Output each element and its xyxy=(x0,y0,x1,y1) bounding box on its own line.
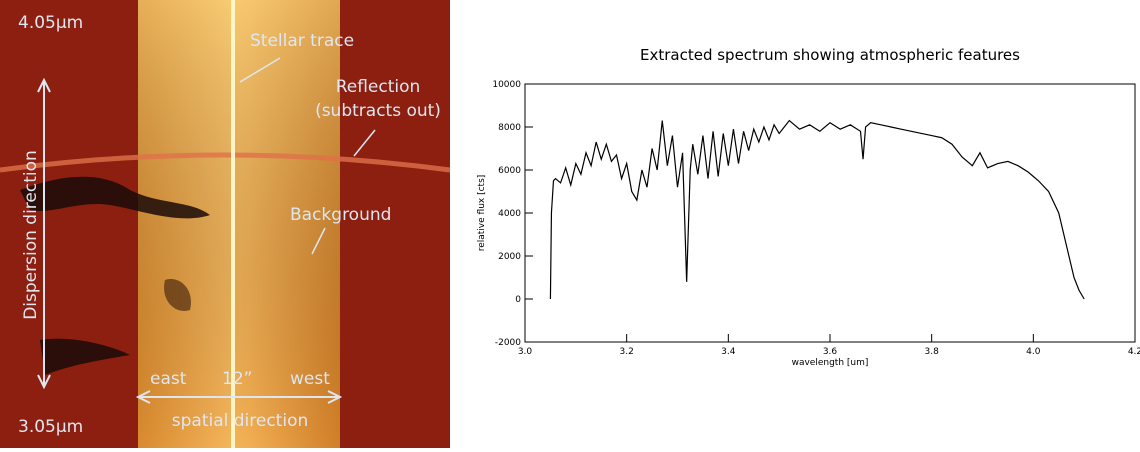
label: 4.05µm xyxy=(18,13,83,33)
label: 12” xyxy=(222,369,252,389)
y-tick-label: 4000 xyxy=(498,209,521,219)
y-tick-label: -2000 xyxy=(495,338,521,348)
label: east xyxy=(150,369,187,389)
y-tick-label: 6000 xyxy=(498,166,521,176)
spectrum-line xyxy=(549,119,1085,300)
label: Dispersion direction xyxy=(21,150,41,320)
chart-title: Extracted spectrum showing atmospheric f… xyxy=(640,46,1020,64)
x-tick-label: 3.8 xyxy=(925,347,940,357)
label: west xyxy=(290,369,330,389)
label: Background xyxy=(290,205,391,225)
detector-image: 4.05µm 3.05µm Stellar trace Reflection (… xyxy=(0,0,451,448)
label: spatial direction xyxy=(172,411,309,431)
x-tick-label: 3.6 xyxy=(823,347,838,357)
label: (subtracts out) xyxy=(315,101,441,121)
label: Reflection xyxy=(336,77,421,97)
x-tick-label: 4.2 xyxy=(1128,347,1140,357)
label: Stellar trace xyxy=(250,31,354,51)
chart: Extracted spectrum showing atmospheric f… xyxy=(477,46,1140,368)
x-tick-label: 4.0 xyxy=(1026,347,1041,357)
y-tick-label: 0 xyxy=(515,295,521,305)
y-tick-label: 8000 xyxy=(498,123,521,133)
y-tick-label: 2000 xyxy=(498,252,521,262)
x-tick-label: 3.0 xyxy=(518,347,533,357)
y-tick-label: 10000 xyxy=(492,80,521,90)
x-axis-label: wavelength [um] xyxy=(792,358,869,368)
y-axis-label: relative flux [cts] xyxy=(477,175,487,252)
x-tick-label: 3.4 xyxy=(721,347,736,357)
label: 3.05µm xyxy=(18,417,83,437)
x-tick-label: 3.2 xyxy=(620,347,634,357)
